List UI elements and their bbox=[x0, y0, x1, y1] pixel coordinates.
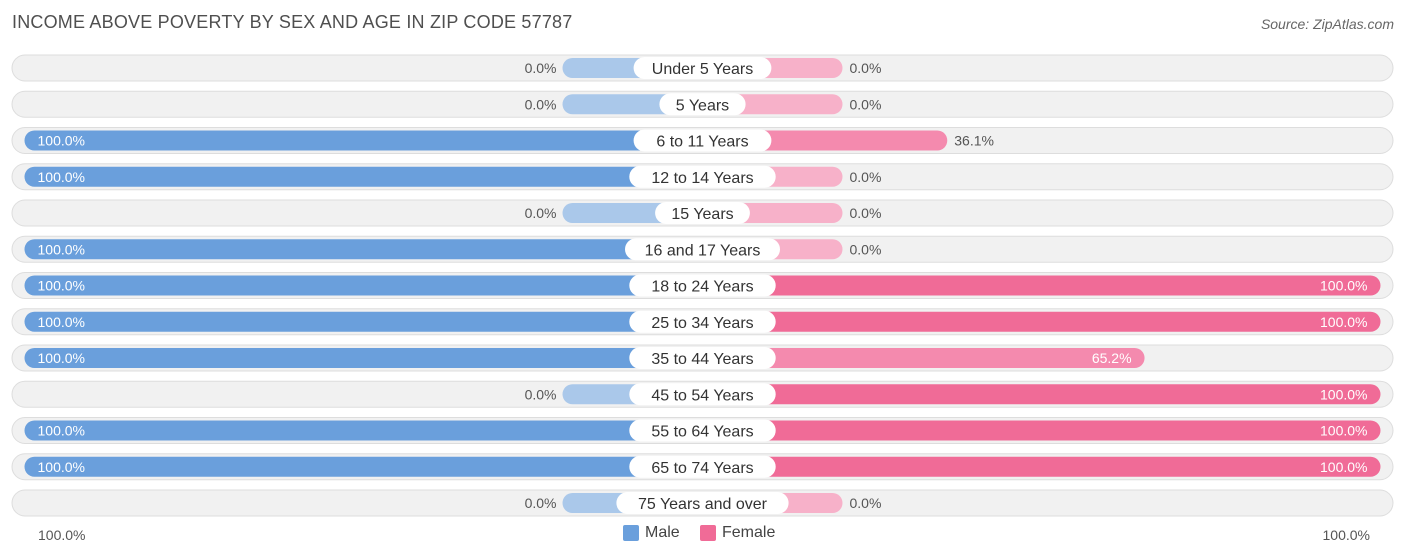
category-label: 5 Years bbox=[676, 97, 729, 114]
chart-source: Source: ZipAtlas.com bbox=[1260, 16, 1394, 32]
female-bar bbox=[702, 348, 1145, 368]
female-bar bbox=[702, 275, 1381, 296]
chart-row: 100.0% 0.0% 16 and 17 Years bbox=[11, 235, 1394, 263]
female-bar bbox=[702, 311, 1381, 332]
category-label-background bbox=[629, 347, 776, 369]
male-value-label: 100.0% bbox=[38, 169, 85, 185]
chart-row: 0.0% 100.0% 45 to 54 Years bbox=[11, 380, 1394, 408]
category-label: Under 5 Years bbox=[652, 61, 753, 78]
female-value-label: 36.1% bbox=[954, 133, 994, 149]
chart-row: 100.0% 100.0% 18 to 24 Years bbox=[11, 272, 1394, 299]
axis-right-label: 100.0% bbox=[1322, 527, 1370, 543]
legend-male-label: Male bbox=[645, 524, 680, 541]
category-label-background bbox=[633, 129, 772, 152]
chart-legend: Male Female bbox=[0, 524, 1406, 546]
female-value-label: 100.0% bbox=[1320, 423, 1367, 439]
category-label: 25 to 34 Years bbox=[651, 315, 753, 332]
male-value-label: 100.0% bbox=[38, 278, 85, 294]
category-label-background bbox=[659, 93, 746, 116]
category-label: 45 to 54 Years bbox=[651, 387, 753, 404]
female-value-label: 0.0% bbox=[850, 169, 882, 185]
female-value-label: 100.0% bbox=[1320, 459, 1367, 475]
chart-row: 0.0% 0.0% 15 Years bbox=[11, 199, 1394, 227]
male-bar bbox=[24, 275, 703, 296]
chart-row: 100.0% 100.0% 55 to 64 Years bbox=[11, 417, 1394, 444]
female-bar bbox=[702, 420, 1381, 441]
category-label-background bbox=[629, 310, 776, 333]
category-label-background bbox=[629, 455, 776, 478]
category-label-background bbox=[629, 383, 776, 406]
chart-row: 100.0% 100.0% 65 to 74 Years bbox=[11, 453, 1394, 481]
male-bar bbox=[24, 166, 703, 187]
category-label-background bbox=[629, 419, 776, 442]
male-bar bbox=[24, 311, 703, 332]
category-label: 16 and 17 Years bbox=[645, 242, 761, 259]
chart-row: 0.0% 0.0% Under 5 Years bbox=[11, 54, 1394, 82]
male-bar bbox=[24, 456, 703, 477]
male-value-label: 100.0% bbox=[38, 314, 85, 330]
male-value-label: 0.0% bbox=[525, 205, 557, 221]
legend-item-female[interactable]: Female bbox=[700, 524, 775, 542]
chart-row: 100.0% 65.2% 35 to 44 Years bbox=[11, 344, 1394, 372]
category-label-background bbox=[629, 165, 776, 188]
male-value-label: 100.0% bbox=[38, 423, 85, 439]
category-label-background bbox=[629, 274, 776, 297]
chart-row: 100.0% 100.0% 25 to 34 Years bbox=[11, 308, 1394, 336]
male-value-label: 100.0% bbox=[38, 133, 85, 149]
category-label: 6 to 11 Years bbox=[656, 134, 748, 151]
male-bar bbox=[24, 130, 703, 151]
male-value-label: 0.0% bbox=[525, 495, 557, 511]
legend-female-swatch bbox=[700, 525, 716, 541]
male-bar bbox=[24, 348, 703, 368]
category-label: 55 to 64 Years bbox=[651, 424, 753, 441]
category-label-background bbox=[633, 57, 772, 79]
female-value-label: 0.0% bbox=[850, 495, 882, 511]
chart-row: 0.0% 0.0% 75 Years and over bbox=[11, 489, 1394, 517]
female-value-label: 100.0% bbox=[1320, 386, 1367, 402]
chart-row: 100.0% 36.1% 6 to 11 Years bbox=[11, 127, 1394, 154]
male-value-label: 100.0% bbox=[38, 241, 85, 257]
male-value-label: 0.0% bbox=[525, 96, 557, 112]
male-bar bbox=[24, 420, 703, 441]
female-value-label: 100.0% bbox=[1320, 278, 1367, 294]
female-value-label: 0.0% bbox=[850, 96, 882, 112]
female-value-label: 0.0% bbox=[850, 241, 882, 257]
female-value-label: 0.0% bbox=[850, 205, 882, 221]
axis-left-label: 100.0% bbox=[38, 527, 86, 543]
female-bar bbox=[702, 384, 1381, 405]
male-value-label: 100.0% bbox=[38, 459, 85, 475]
category-label-background bbox=[655, 202, 750, 224]
chart-row: 0.0% 0.0% 5 Years bbox=[11, 90, 1394, 118]
male-value-label: 100.0% bbox=[38, 350, 85, 366]
legend-item-male[interactable]: Male bbox=[623, 524, 680, 542]
category-label-background bbox=[625, 238, 780, 261]
male-value-label: 0.0% bbox=[525, 386, 557, 402]
category-label: 15 Years bbox=[671, 206, 733, 223]
legend-female-label: Female bbox=[722, 524, 776, 541]
female-value-label: 65.2% bbox=[1092, 350, 1132, 366]
legend-male-swatch bbox=[623, 525, 639, 541]
chart-row: 100.0% 0.0% 12 to 14 Years bbox=[11, 163, 1394, 191]
female-bar bbox=[702, 456, 1381, 477]
chart-title: INCOME ABOVE POVERTY BY SEX AND AGE IN Z… bbox=[12, 12, 573, 32]
female-value-label: 0.0% bbox=[850, 60, 882, 76]
chart-plot: 0.0% 0.0% Under 5 Years 0.0% 0.0% 5 Years 100.… bbox=[11, 54, 1394, 517]
category-label: 12 to 14 Years bbox=[651, 170, 753, 187]
category-label: 35 to 44 Years bbox=[651, 351, 753, 368]
category-label: 18 to 24 Years bbox=[651, 279, 753, 296]
male-bar bbox=[24, 239, 703, 260]
male-value-label: 0.0% bbox=[525, 60, 557, 76]
category-label: 75 Years and over bbox=[638, 496, 768, 513]
female-value-label: 100.0% bbox=[1320, 314, 1367, 330]
category-label: 65 to 74 Years bbox=[651, 460, 753, 477]
category-label-background bbox=[616, 492, 789, 514]
